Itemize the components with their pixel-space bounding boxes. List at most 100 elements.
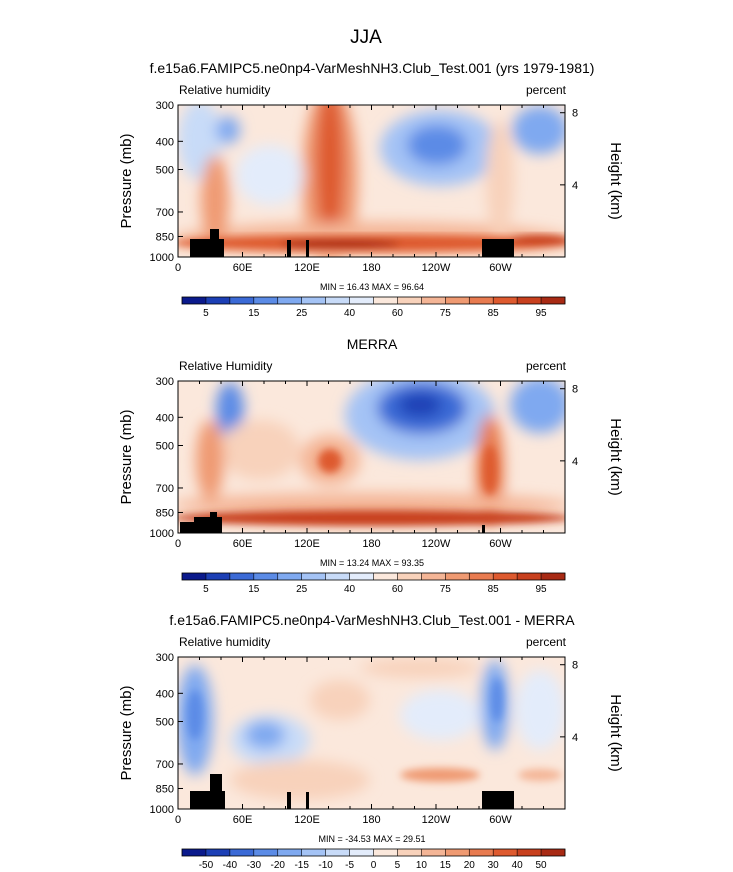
- colorbar-label: 20: [464, 860, 476, 871]
- topography-mask: [190, 774, 514, 809]
- colorbar-label: 75: [440, 308, 452, 319]
- min-max-stats: MIN = 16.43 MAX = 96.64: [320, 282, 424, 292]
- topography-mask: [180, 512, 485, 533]
- y-tick-label: 700: [156, 759, 174, 771]
- colorbar-swatch: [517, 297, 542, 304]
- colorbar-swatch: [373, 573, 398, 580]
- x-tick-label: 120W: [422, 262, 451, 274]
- colorbar: -50 -40 -30 -20 -15 -10 -5 0 5 10 15 20 30 40 50: [181, 848, 566, 871]
- x-tick-label: 60W: [489, 262, 512, 274]
- colorbar-swatch: [517, 849, 542, 856]
- colorbar-swatch: [277, 297, 302, 304]
- variable-label: Relative Humidity: [179, 359, 272, 373]
- contour-field: [178, 105, 565, 257]
- y2-axis-label: Height (km): [607, 694, 624, 772]
- axes: 0 60E 120E 180 120W 60W 300 400 500 700 850 1000 8 4: [150, 100, 579, 274]
- min-max-stats: MIN = -34.53 MAX = 29.51: [318, 834, 425, 844]
- y-tick-label: 700: [156, 207, 174, 219]
- colorbar-swatch: [349, 849, 374, 856]
- figure-title: JJA: [350, 27, 382, 48]
- y-axis-label: Pressure (mb): [118, 409, 135, 504]
- colorbar-swatch: [229, 297, 255, 304]
- colorbar-swatch: [397, 573, 422, 580]
- colorbar-swatch: [182, 297, 207, 304]
- colorbar-swatch: [421, 297, 446, 304]
- y-tick-label: 850: [156, 507, 174, 519]
- colorbar-label: -30: [247, 860, 262, 871]
- panel-difference: f.e15a6.FAMIPC5.ne0np4-VarMeshNH3.Club_T…: [118, 612, 624, 871]
- colorbar-swatch: [205, 849, 231, 856]
- x-tick-label: 60E: [233, 538, 253, 550]
- colorbar-swatch: [301, 849, 326, 856]
- y-axis-label: Pressure (mb): [118, 685, 135, 780]
- colorbar-label: -40: [223, 860, 238, 871]
- y-tick-label: 500: [156, 164, 174, 176]
- colorbar: 5 15 25 40 60 75 85 95: [181, 296, 566, 319]
- colorbar-label: 15: [248, 308, 260, 319]
- x-tick-label: 120W: [422, 814, 451, 826]
- x-tick-label: 60E: [233, 262, 253, 274]
- colorbar-swatch: [517, 573, 542, 580]
- colorbar-swatch: [397, 849, 422, 856]
- y2-tick-label: 4: [572, 456, 578, 468]
- colorbar-label: 85: [488, 584, 500, 595]
- y-tick-label: 1000: [150, 804, 174, 816]
- units-label: percent: [526, 359, 567, 373]
- colorbar-label: 50: [536, 860, 548, 871]
- colorbar-swatch: [277, 849, 302, 856]
- y2-tick-label: 4: [572, 180, 578, 192]
- colorbar-swatch: [373, 849, 398, 856]
- colorbar-swatch: [493, 849, 518, 856]
- y-tick-label: 400: [156, 688, 174, 700]
- colorbar-label: -50: [199, 860, 214, 871]
- colorbar-frame: [181, 572, 566, 581]
- colorbar-label: 60: [392, 584, 404, 595]
- colorbar-swatch: [397, 297, 422, 304]
- colorbar-swatch: [325, 297, 350, 304]
- units-label: percent: [526, 635, 567, 649]
- colorbar-label: 10: [416, 860, 428, 871]
- y-tick-label: 300: [156, 376, 174, 388]
- x-tick-label: 60W: [489, 814, 512, 826]
- colorbar-frame: [181, 848, 566, 857]
- topography-mask: [190, 229, 514, 257]
- colorbar-swatch: [469, 573, 494, 580]
- colorbar-label: -5: [345, 860, 354, 871]
- colorbar-label: 40: [344, 584, 356, 595]
- colorbar-swatch: [445, 849, 470, 856]
- colorbar-swatch: [469, 297, 494, 304]
- colorbar-frame: [181, 296, 566, 305]
- colorbar-swatch: [541, 297, 566, 304]
- colorbar-label: -10: [318, 860, 333, 871]
- x-tick-label: 180: [362, 814, 380, 826]
- colorbar-swatch: [421, 573, 446, 580]
- colorbar-swatch: [229, 573, 255, 580]
- y-tick-label: 400: [156, 136, 174, 148]
- panel-merra: MERRA Relative Humidity percent: [118, 336, 624, 595]
- colorbar-swatch: [373, 297, 398, 304]
- x-tick-label: 180: [362, 538, 380, 550]
- y-tick-label: 1000: [150, 528, 174, 540]
- y-axis-label: Pressure (mb): [118, 133, 135, 228]
- colorbar-label: 15: [248, 584, 260, 595]
- contour-field: [178, 381, 565, 533]
- colorbar-label: 5: [395, 860, 401, 871]
- colorbar-label: -15: [294, 860, 309, 871]
- variable-label: Relative humidity: [179, 635, 270, 649]
- colorbar-swatch: [325, 849, 350, 856]
- x-tick-label: 60E: [233, 814, 253, 826]
- colorbar-label: 25: [296, 584, 308, 595]
- colorbar-swatch: [493, 297, 518, 304]
- colorbar-swatch: [205, 573, 231, 580]
- colorbar-label: 40: [512, 860, 524, 871]
- colorbar-swatch: [301, 297, 326, 304]
- y-tick-label: 1000: [150, 252, 174, 264]
- axes: 0 60E 120E 180 120W 60W 300 400 500 700 850 1000 8 4: [150, 652, 579, 826]
- y-tick-label: 850: [156, 231, 174, 243]
- x-tick-label: 120E: [294, 538, 320, 550]
- y2-tick-label: 8: [572, 108, 578, 120]
- y-tick-label: 700: [156, 483, 174, 495]
- x-tick-label: 60W: [489, 538, 512, 550]
- colorbar-swatch: [182, 849, 207, 856]
- colorbar-label: 60: [392, 308, 404, 319]
